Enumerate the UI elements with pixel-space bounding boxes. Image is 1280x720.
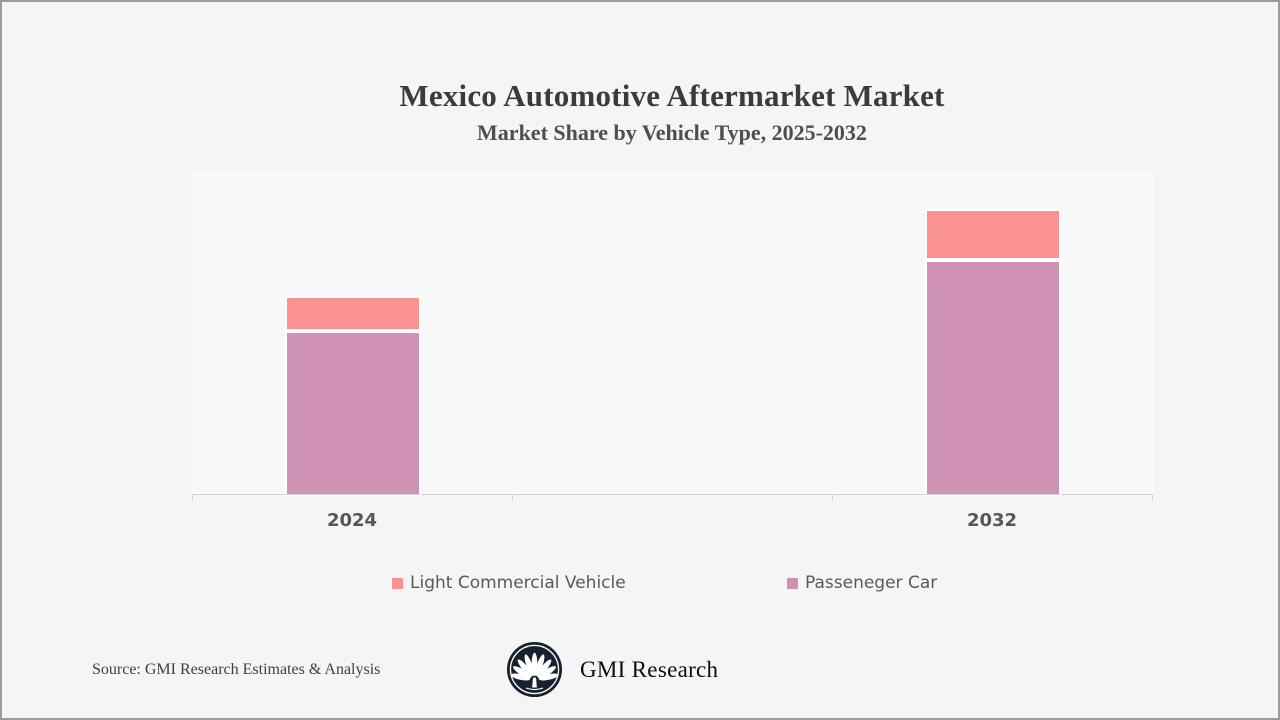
gmi-logo: GMI Research [506, 641, 718, 698]
x-axis-tick [1152, 495, 1153, 501]
legend-label: Passeneger Car [805, 573, 938, 593]
legend-label: Light Commercial Vehicle [410, 573, 626, 593]
legend-swatch-icon [392, 577, 403, 589]
bar-segment-passeneger-car [925, 260, 1061, 496]
chart-title: Mexico Automotive Aftermarket Market [399, 78, 945, 113]
x-axis-label-2032: 2032 [966, 510, 1018, 531]
x-axis-line [192, 494, 1153, 495]
chart-subtitle: Market Share by Vehicle Type, 2025-2032 [477, 120, 867, 145]
x-axis-tick [832, 495, 833, 501]
x-axis-label-2024: 2024 [326, 510, 378, 531]
legend: Light Commercial Vehicle Passeneger Car [2, 573, 1278, 597]
legend-swatch-icon [787, 577, 798, 589]
stacked-bar-2032 [925, 208, 1061, 496]
plot-area [192, 172, 1154, 496]
legend-item-light-commercial-vehicle: Light Commercial Vehicle [392, 573, 626, 593]
bar-segment-passeneger-car [285, 331, 421, 496]
x-axis-tick [512, 495, 513, 501]
palm-tree-logo-icon [506, 641, 563, 698]
bar-segment-light-commercial-vehicle [285, 295, 421, 332]
source-note: Source: GMI Research Estimates & Analysi… [92, 661, 381, 678]
bar-segment-light-commercial-vehicle [925, 208, 1061, 261]
legend-item-passeneger-car: Passeneger Car [787, 573, 937, 593]
x-axis-tick [192, 495, 193, 501]
stacked-bar-2024 [285, 295, 421, 496]
logo-text: GMI Research [580, 656, 719, 682]
chart-header: Mexico Automotive Aftermarket Market Mar… [192, 78, 1152, 146]
